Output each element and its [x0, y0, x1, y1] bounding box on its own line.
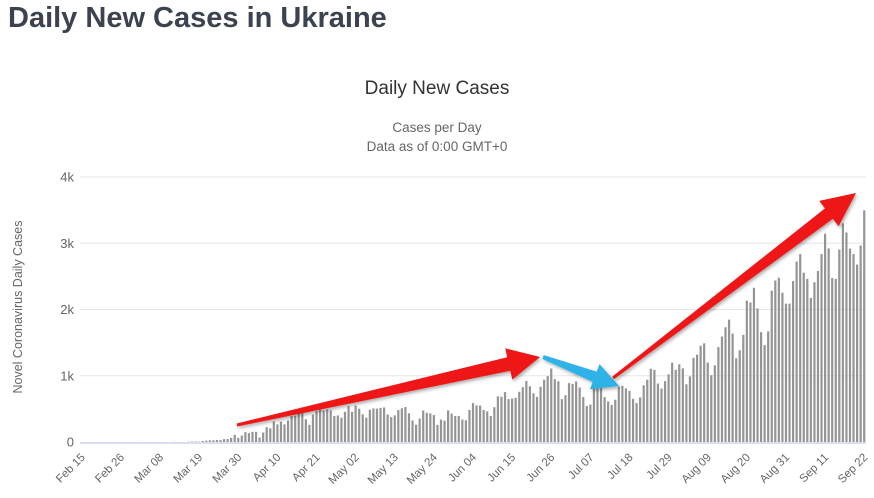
chart-subtitle-line1: Cases per Day [392, 120, 482, 135]
svg-text:Jun 26: Jun 26 [524, 452, 557, 485]
svg-text:May 02: May 02 [327, 452, 362, 487]
chart-subtitle-line2: Data as of 0:00 GMT+0 [366, 139, 508, 154]
uptrend-arrow [612, 193, 856, 380]
daily-cases-bars[interactable] [141, 210, 866, 442]
svg-text:Aug 31: Aug 31 [758, 452, 792, 486]
svg-text:Mar 08: Mar 08 [132, 452, 166, 486]
svg-text:Sep 11: Sep 11 [798, 452, 832, 486]
svg-text:Jun 15: Jun 15 [485, 452, 518, 485]
svg-text:Jul 07: Jul 07 [566, 452, 596, 482]
svg-text:Aug 20: Aug 20 [719, 452, 753, 486]
trend-arrows [236, 193, 856, 427]
svg-text:May 13: May 13 [366, 452, 401, 487]
svg-text:2k: 2k [60, 302, 74, 317]
svg-text:Jul 29: Jul 29 [645, 452, 675, 482]
page-title: Daily New Cases in Ukraine [8, 2, 387, 34]
svg-text:Jul 18: Jul 18 [605, 452, 635, 482]
svg-text:Jun 04: Jun 04 [446, 451, 479, 484]
x-axis-tick-labels: Feb 15 Feb 26 Mar 08 Mar 19 Mar 30 Apr 10 Apr … [54, 451, 870, 487]
svg-text:May 24: May 24 [405, 451, 441, 487]
downtrend-arrow [542, 355, 619, 390]
svg-text:1k: 1k [60, 368, 74, 383]
svg-text:3k: 3k [60, 236, 74, 251]
chart-title: Daily New Cases [364, 78, 510, 99]
svg-text:Apr 10: Apr 10 [251, 452, 283, 484]
y-axis-tick-labels: 0 1k 2k 3k 4k [60, 170, 74, 450]
svg-text:0: 0 [67, 435, 74, 450]
svg-text:Feb 15: Feb 15 [54, 452, 88, 486]
svg-text:Mar 19: Mar 19 [171, 452, 205, 486]
svg-text:Aug 09: Aug 09 [680, 452, 714, 486]
uptrend-arrow [236, 348, 540, 427]
svg-text:4k: 4k [60, 170, 74, 185]
svg-text:Sep 22: Sep 22 [836, 452, 870, 486]
svg-text:Apr 21: Apr 21 [290, 452, 322, 484]
svg-text:Mar 30: Mar 30 [211, 452, 245, 486]
chart-subtitle: Cases per Day Data as of 0:00 GMT+0 [0, 118, 874, 156]
svg-text:Feb 26: Feb 26 [93, 452, 127, 486]
